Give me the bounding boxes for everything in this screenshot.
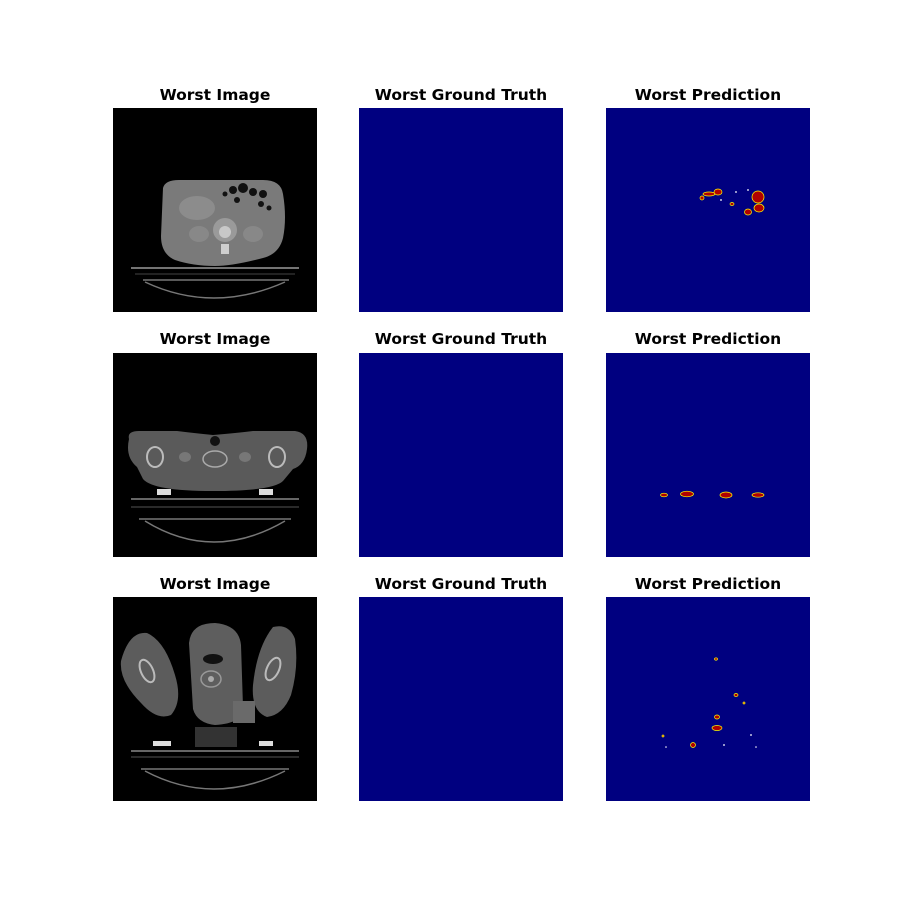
prediction-title-row-3: Worst Prediction xyxy=(634,575,782,593)
ground-truth-title-row-1: Worst Ground Truth xyxy=(374,86,548,104)
image-title-row-1: Worst Image xyxy=(159,86,271,104)
prediction-mask-row-2 xyxy=(606,353,810,557)
ground-truth-mask-row-3 xyxy=(359,597,563,801)
ct-image-row-3 xyxy=(113,597,317,801)
prediction-mask-row-1 xyxy=(606,108,810,312)
ground-truth-title-row-2: Worst Ground Truth xyxy=(374,330,548,348)
ct-image-row-1 xyxy=(113,108,317,312)
ground-truth-title-row-3: Worst Ground Truth xyxy=(374,575,548,593)
prediction-title-row-2: Worst Prediction xyxy=(634,330,782,348)
ground-truth-mask-row-1 xyxy=(359,108,563,312)
prediction-mask-row-3 xyxy=(606,597,810,801)
image-title-row-3: Worst Image xyxy=(159,575,271,593)
image-title-row-2: Worst Image xyxy=(159,330,271,348)
ground-truth-mask-row-2 xyxy=(359,353,563,557)
ct-image-row-2 xyxy=(113,353,317,557)
prediction-title-row-1: Worst Prediction xyxy=(634,86,782,104)
